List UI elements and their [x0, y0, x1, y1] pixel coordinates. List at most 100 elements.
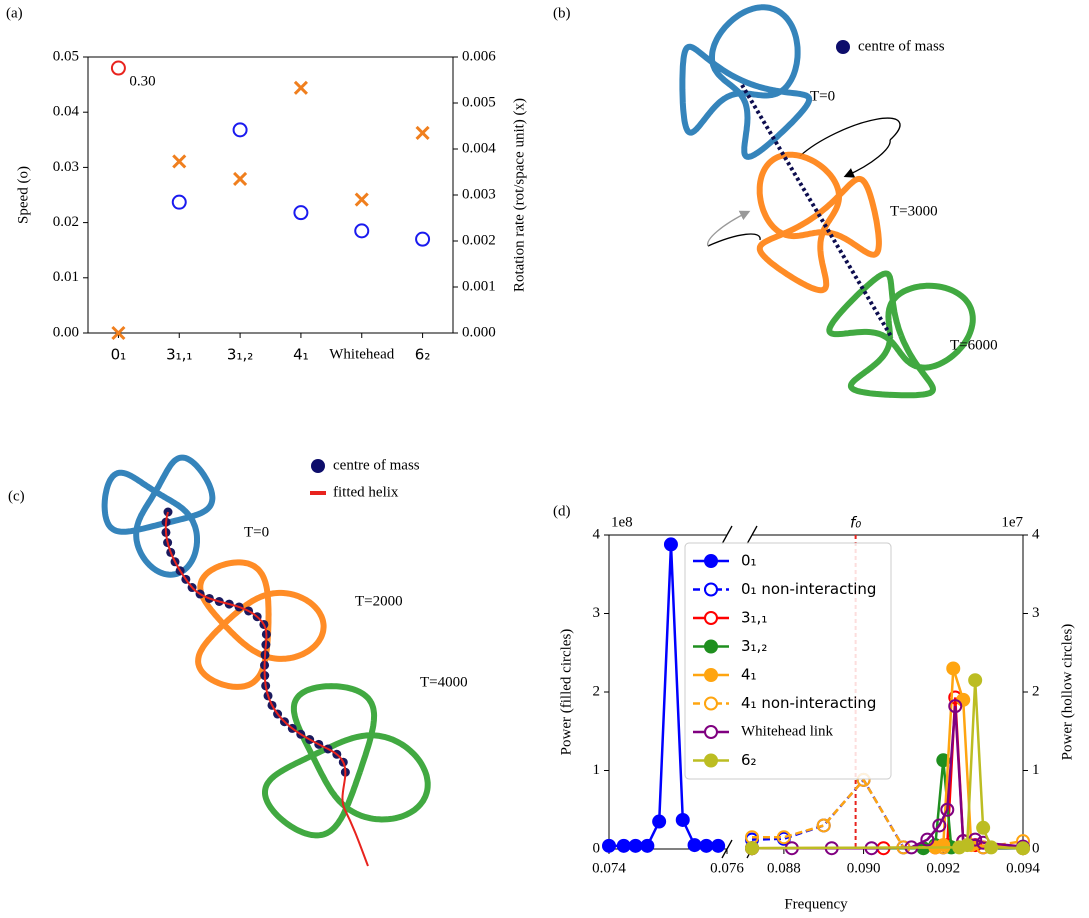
knot-snapshot: [826, 270, 976, 399]
data-point: [956, 692, 971, 707]
data-point: [745, 841, 759, 856]
legend-marker: [704, 554, 718, 568]
y2-tick-label: 0.005: [462, 94, 496, 110]
panel-label: (d): [553, 503, 571, 519]
y-axis-label: Speed (o): [15, 166, 31, 224]
legend-marker: [704, 725, 718, 739]
data-point: [354, 192, 369, 207]
y-tick-label: 0.00: [53, 324, 79, 340]
data-point: [415, 125, 430, 140]
data-point: [976, 820, 991, 835]
legend-label: centre of mass: [333, 457, 420, 473]
data-point: [111, 325, 126, 341]
legend-label: centre of mass: [858, 38, 945, 54]
x-tick-label: 0.076: [710, 860, 744, 876]
legend-label: fitted helix: [333, 484, 399, 500]
x-tick-label: 0.090: [847, 860, 881, 876]
data-point: [602, 838, 616, 853]
y2-tick-label: 2: [1032, 683, 1040, 699]
data-point: [293, 205, 309, 221]
x-tick-label: 4₁: [293, 346, 309, 364]
panel-label: (c): [8, 488, 25, 504]
data-point: [640, 838, 655, 853]
data-point: [415, 231, 431, 247]
y2-tick-label: 0.002: [462, 232, 496, 248]
y2-tick-label: 0.003: [462, 186, 496, 202]
x-tick-label: 0₁: [111, 346, 127, 364]
y-axis-label: Power (filled circles): [558, 629, 574, 756]
y-tick-label: 0: [593, 840, 601, 856]
legend-label: 6₂: [741, 751, 757, 769]
snapshot-label: T=4000: [420, 674, 468, 690]
y-tick-label: 4: [593, 526, 601, 542]
data-point: [293, 80, 308, 95]
rotation-arrow: [707, 233, 761, 247]
x-tick-label: 0.088: [767, 860, 801, 876]
legend-marker: [704, 696, 718, 711]
y-tick-label: 0.01: [53, 269, 79, 285]
legend-label: 0₁: [741, 552, 757, 570]
data-point: [946, 661, 961, 676]
data-point: [960, 838, 975, 853]
legend-marker: [704, 753, 718, 768]
legend-marker: [836, 40, 850, 54]
axis-break: [721, 525, 733, 545]
annotation: 0.30: [129, 73, 155, 89]
data-point: [232, 122, 248, 138]
snapshot-label: T=0: [810, 88, 835, 104]
data-point: [948, 699, 963, 714]
snapshot-label: T=6000: [950, 337, 998, 353]
data-point: [984, 840, 999, 855]
y-tick-label: 0.05: [53, 48, 79, 64]
data-point: [1016, 841, 1030, 856]
plot-frame: [87, 56, 454, 334]
data-point: [816, 818, 831, 833]
data-point: [172, 154, 187, 169]
y-tick-label: 0.04: [53, 104, 80, 120]
y2-tick-label: 3: [1032, 605, 1040, 621]
data-point: [663, 537, 678, 552]
x-tick-label: 0.074: [592, 860, 626, 876]
legend-label: 0₁ non-interacting: [741, 580, 876, 598]
x-tick-label: 0.094: [1006, 860, 1040, 876]
legend-box: [684, 542, 892, 780]
y2-tick-label: 0.004: [462, 140, 496, 156]
data-point: [675, 812, 690, 827]
y2-tick-label: 1: [1032, 762, 1040, 778]
x-tick-label: Whitehead: [329, 346, 394, 362]
data-point: [652, 814, 667, 829]
knot-snapshot: [101, 454, 216, 578]
reference-label: f₀: [850, 514, 861, 532]
data-point: [699, 838, 714, 853]
x-axis-label: Frequency: [784, 896, 848, 912]
y2-tick-label: 4: [1032, 526, 1040, 542]
rotation-arrow: [843, 139, 891, 178]
centre-of-mass-track: [740, 83, 894, 340]
knot-snapshot: [756, 151, 882, 294]
outlier-point: [110, 60, 126, 76]
y2-offset: 1e7: [1001, 514, 1023, 530]
fitted-helix: [164, 511, 369, 867]
legend-label: 4₁: [741, 666, 757, 684]
data-point: [687, 838, 702, 853]
x-tick-label: 0.092: [926, 860, 960, 876]
y-offset: 1e8: [611, 514, 633, 530]
data-point: [354, 223, 370, 239]
snapshot-label: T=3000: [890, 203, 938, 219]
data-point: [968, 673, 983, 688]
data-point: [920, 832, 935, 847]
data-point: [171, 194, 187, 210]
knot-snapshot: [679, 4, 813, 160]
legend-marker: [704, 611, 718, 625]
y-tick-label: 0.02: [53, 214, 79, 230]
legend-marker: [704, 668, 718, 682]
y-tick-label: 1: [593, 762, 601, 778]
y-tick-label: 2: [593, 683, 601, 699]
legend-marker: [704, 582, 718, 597]
legend-label: 3₁,₁: [741, 609, 767, 627]
knot-snapshot: [195, 559, 327, 690]
legend-label: Whitehead link: [741, 723, 834, 739]
y2-tick-label: 0: [1032, 840, 1040, 856]
panel-label: (a): [6, 5, 23, 21]
legend-label: 3₁,₂: [741, 637, 767, 655]
